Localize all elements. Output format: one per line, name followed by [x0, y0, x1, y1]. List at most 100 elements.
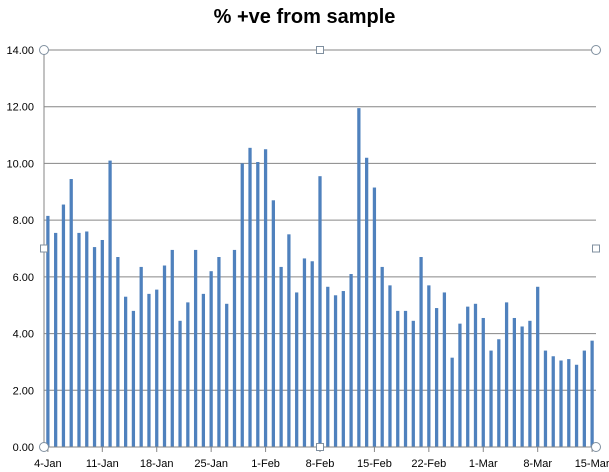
edge-resize-handle[interactable] — [40, 244, 48, 253]
bar — [551, 356, 555, 447]
bar — [504, 302, 509, 447]
bar — [178, 320, 182, 447]
bar — [61, 204, 66, 447]
bar — [481, 317, 485, 447]
x-tick-label: 22-Feb — [411, 458, 446, 470]
x-tick-label: 15-Feb — [357, 458, 392, 470]
bar — [559, 360, 563, 447]
bar — [512, 317, 516, 447]
bar — [240, 163, 244, 447]
bar — [450, 357, 454, 447]
bar — [201, 293, 206, 447]
corner-resize-handle[interactable] — [39, 45, 49, 55]
y-tick-label: 10.00 — [6, 158, 34, 170]
bar — [427, 285, 431, 447]
bar — [271, 200, 275, 447]
edge-resize-handle[interactable] — [592, 244, 600, 253]
bar — [582, 350, 586, 447]
bar — [116, 257, 120, 447]
bar — [567, 359, 571, 447]
bar — [170, 249, 174, 447]
bar — [528, 320, 532, 447]
bar — [318, 176, 322, 448]
corner-resize-handle[interactable] — [591, 45, 601, 55]
bar — [193, 249, 198, 447]
bar — [162, 265, 167, 447]
bar — [108, 160, 112, 448]
x-tick-label: 1-Feb — [251, 458, 280, 470]
x-tick-label: 8-Feb — [306, 458, 335, 470]
bar — [411, 320, 415, 447]
bar — [326, 286, 330, 447]
y-tick-label: 2.00 — [13, 385, 34, 397]
x-tick-label: 11-Jan — [86, 458, 119, 470]
bar — [124, 296, 128, 447]
bar — [225, 303, 229, 447]
bar — [574, 364, 579, 447]
chart-title: % +ve from sample — [213, 6, 396, 28]
bar — [295, 292, 299, 447]
bar — [543, 350, 548, 447]
x-tick-label: 15-Mar — [575, 458, 609, 470]
bar — [147, 293, 151, 447]
bar — [333, 295, 338, 447]
bar — [403, 310, 408, 447]
bar — [419, 257, 423, 447]
y-tick-label: 12.00 — [6, 102, 34, 114]
bar — [46, 215, 50, 447]
bar — [310, 261, 314, 447]
x-tick-label: 18-Jan — [140, 458, 174, 470]
selection-handles[interactable] — [39, 45, 601, 452]
bar — [263, 149, 268, 447]
bar — [497, 339, 501, 447]
x-axis-tick-labels: 4-Jan 11-Jan 18-Jan 25-Jan 1-Feb 8-Feb 15-Feb 2… — [34, 458, 609, 470]
bar — [590, 340, 594, 447]
bar — [100, 239, 104, 447]
bar — [520, 326, 524, 447]
y-tick-label: 0.00 — [13, 442, 34, 454]
bar — [489, 350, 493, 447]
bar — [256, 162, 260, 447]
bar — [248, 147, 252, 447]
edge-resize-handle[interactable] — [316, 46, 324, 54]
bar — [186, 302, 190, 447]
bar — [434, 308, 439, 447]
bar — [139, 266, 143, 447]
bar — [473, 303, 478, 447]
corner-resize-handle[interactable] — [591, 442, 601, 452]
bar — [155, 289, 159, 447]
bar — [131, 310, 136, 447]
bar — [365, 157, 369, 447]
bar — [54, 232, 58, 447]
x-tick-label: 8-Mar — [523, 458, 552, 470]
bar — [69, 179, 73, 447]
bar-series — [46, 108, 594, 448]
bar — [466, 306, 470, 447]
y-tick-label: 4.00 — [13, 329, 34, 341]
bar — [92, 247, 97, 447]
bar — [442, 292, 447, 447]
corner-resize-handle[interactable] — [39, 442, 49, 452]
bar — [85, 231, 89, 447]
bar — [232, 249, 237, 447]
bar — [341, 291, 345, 447]
bar — [458, 323, 462, 447]
y-tick-label: 14.00 — [6, 45, 34, 57]
bar — [357, 108, 361, 447]
bar — [372, 187, 377, 447]
bar — [388, 285, 392, 447]
bar — [536, 286, 540, 447]
bar — [396, 310, 400, 447]
y-tick-label: 8.00 — [13, 215, 34, 227]
bar — [287, 234, 291, 447]
edge-resize-handle[interactable] — [316, 443, 324, 451]
bar — [380, 266, 384, 447]
bar — [302, 258, 307, 447]
bar — [209, 271, 213, 447]
bar — [77, 232, 81, 447]
y-tick-label: 6.00 — [13, 272, 34, 284]
x-tick-label: 4-Jan — [34, 458, 62, 470]
bar — [279, 266, 283, 447]
x-tick-label: 1-Mar — [469, 458, 498, 470]
